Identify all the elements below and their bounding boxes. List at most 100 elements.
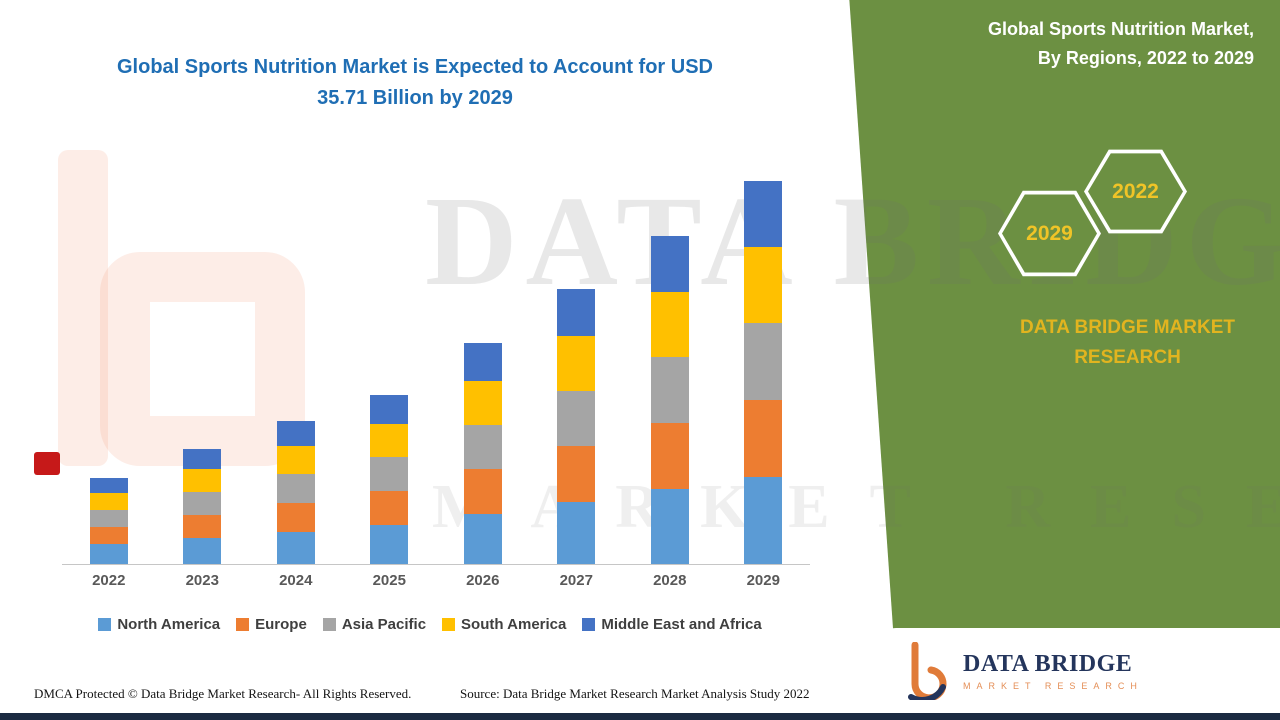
bar-group [623,172,717,564]
bar-segment [276,421,315,446]
side-panel-heading-line2: By Regions, 2022 to 2029 [1037,48,1254,68]
legend-item: Asia Pacific [322,616,427,633]
bar-segment [463,343,502,381]
bar-group [156,172,250,564]
x-axis-labels: 2022 2023 2024 2025 2026 2027 2028 2029 [62,572,810,589]
bar-segment [650,423,689,489]
bars [62,172,810,565]
bar-group [530,172,624,564]
bar-segment [557,446,596,502]
bar-segment [276,446,315,474]
hexagon-2022-label: 2022 [1112,179,1159,203]
page-title-line1: Global Sports Nutrition Market is Expect… [117,56,713,78]
bar-segment [370,491,409,525]
bar-stack [183,449,222,564]
bottom-bar [0,713,1280,720]
bar-stack [276,421,315,564]
bar-group [249,172,343,564]
bar-group [717,172,811,564]
dmca-notice: DMCA Protected © Data Bridge Market Rese… [34,686,412,701]
bar-segment [370,395,409,424]
bar-segment [89,544,128,564]
x-axis-label: 2023 [185,572,219,589]
legend-swatch [236,618,250,631]
bar-segment [650,489,689,564]
bar-stack [650,236,689,564]
bar-segment [463,469,502,514]
legend-item: Europe [236,616,307,633]
bar-segment [557,289,596,336]
bar-segment [370,457,409,491]
brand-text: DATA BRIDGE MARKET RESEARCH [995,313,1260,373]
bar-segment [276,532,315,564]
bar-segment [463,381,502,425]
brand-text-line1: DATA BRIDGE MARKET [1020,317,1235,338]
bar-segment [183,515,222,538]
bar-segment [744,181,783,247]
databridge-logo-box: DATA BRIDGE MARKET RESEARCH [880,628,1280,713]
databridge-logo-text: DATA BRIDGE MARKET RESEARCH [963,651,1143,691]
x-axis-label: 2026 [466,572,500,589]
databridge-logo-icon [908,641,947,700]
bar-segment [276,503,315,532]
bar-segment [744,247,783,323]
legend-label: Asia Pacific [341,616,427,633]
side-panel-heading: Global Sports Nutrition Market, By Regio… [904,15,1254,73]
bar-segment [557,502,596,564]
bar-stack [370,395,409,564]
side-panel-heading-line1: Global Sports Nutrition Market, [987,19,1254,39]
bar-segment [89,510,128,527]
x-axis-label: 2025 [372,572,406,589]
legend-swatch [322,618,336,631]
bar-stack [744,181,783,564]
legend-label: Middle East and Africa [601,616,762,633]
bar-segment [463,514,502,564]
bar-segment [89,478,128,493]
legend-item: North America [98,616,220,633]
hexagon-badge-2029: 2029 [998,190,1101,277]
hexagon-2029-label: 2029 [1026,221,1073,245]
bar-segment [183,538,222,564]
watermark-logo-red-dot-icon [34,452,60,475]
bar-stack [557,289,596,564]
x-axis-label: 2028 [653,572,687,589]
bar-group [62,172,156,564]
legend-item: South America [442,616,566,633]
source-note: Source: Data Bridge Market Research Mark… [460,686,810,701]
bar-segment [650,357,689,423]
bar-segment [744,477,783,564]
bar-group [343,172,437,564]
bar-segment [557,336,596,391]
bar-segment [89,527,128,544]
bar-segment [370,424,409,457]
hexagon-badge-2022: 2022 [1084,149,1187,234]
page-title-line2: 35.71 Billion by 2029 [317,87,513,109]
bar-segment [650,292,689,357]
x-axis-label: 2029 [746,572,780,589]
bar-segment [89,493,128,510]
x-axis-label: 2022 [92,572,126,589]
x-axis-label: 2024 [279,572,313,589]
watermark-logo-ring-icon [100,252,305,466]
bar-segment [463,425,502,469]
legend-swatch [442,618,456,631]
bar-stack [463,343,502,564]
bar-segment [557,391,596,446]
brand-text-line2: RESEARCH [1074,347,1181,368]
bar-segment [183,469,222,492]
databridge-logo-name: DATA BRIDGE [963,650,1133,677]
legend-item: Middle East and Africa [582,616,762,633]
databridge-logo-tagline: MARKET RESEARCH [963,680,1143,691]
bar-segment [183,449,222,469]
legend-swatch [582,618,596,631]
bar-segment [276,474,315,503]
bar-group [436,172,530,564]
bar-segment [744,323,783,400]
legend-swatch [98,618,112,631]
watermark-logo-icon [58,150,108,466]
page-title: Global Sports Nutrition Market is Expect… [70,52,760,114]
legend-label: South America [461,616,567,633]
bar-segment [183,492,222,515]
bar-segment [650,236,689,292]
